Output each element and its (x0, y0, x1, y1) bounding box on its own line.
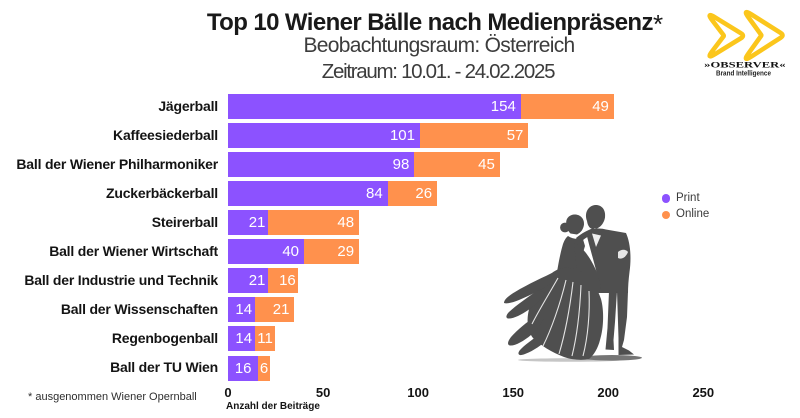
svg-text:Brand Intelligence: Brand Intelligence (716, 70, 771, 77)
svg-text:»OBSERVER«: »OBSERVER« (704, 61, 785, 70)
